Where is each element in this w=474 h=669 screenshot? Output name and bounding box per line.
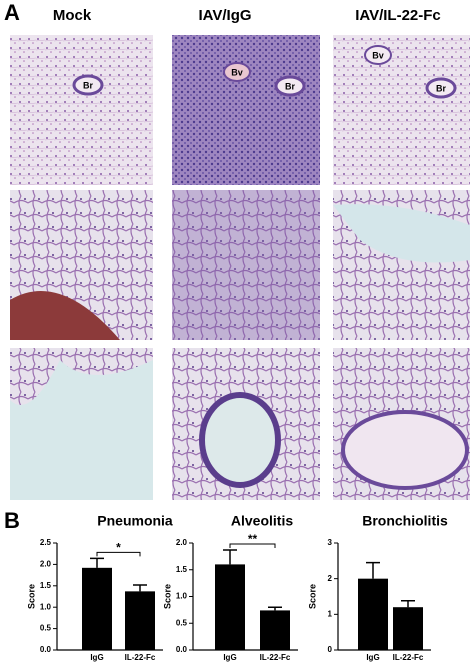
tissue: [10, 348, 153, 405]
error-bar: [223, 549, 237, 565]
panel-label: B: [4, 508, 20, 533]
chart-title: Bronchiolitis: [362, 513, 448, 529]
blood: [10, 291, 120, 340]
bar: [125, 591, 155, 650]
y-tick-label: 3: [328, 538, 333, 547]
label-marker: [364, 45, 392, 65]
y-axis-label: Score: [307, 584, 317, 609]
label-marker: [223, 62, 251, 82]
error-bar: [366, 561, 380, 579]
structure-label: Br: [285, 81, 295, 91]
label-marker: [425, 77, 457, 99]
y-tick-label: 0: [328, 645, 333, 654]
x-tick-label: IgG: [366, 653, 379, 662]
y-tick-label: 1.5: [40, 581, 52, 590]
y-tick-label: 2: [328, 574, 333, 583]
y-tick-label: 2.5: [40, 538, 52, 547]
micrograph-tint: [172, 190, 320, 340]
column-title: Mock: [53, 7, 92, 24]
significance-bracket: [229, 543, 276, 548]
chart-title: Alveolitis: [231, 513, 293, 529]
panel-label: A: [4, 0, 20, 25]
structure-label: Bv: [372, 50, 384, 60]
y-axis-label: Score: [162, 584, 172, 609]
error-bar: [268, 606, 282, 611]
y-tick-label: 1.0: [176, 592, 188, 601]
micrograph: [333, 35, 470, 185]
y-tick-label: 2.0: [40, 560, 52, 569]
bar: [393, 607, 423, 650]
micrographs: [10, 35, 470, 500]
y-tick-label: 1.0: [40, 602, 52, 611]
error-bar: [401, 600, 415, 608]
bar: [358, 578, 388, 650]
micrograph: [172, 35, 320, 185]
y-tick-label: 1: [328, 609, 333, 618]
micrograph: [10, 35, 153, 185]
vessel: [341, 410, 469, 490]
bar: [215, 564, 245, 650]
y-tick-label: 0.5: [40, 624, 52, 633]
micrograph: [172, 190, 320, 340]
bronchiole: [199, 392, 281, 488]
structure-label: Br: [436, 83, 446, 93]
x-tick-label: IL-22-Fc: [393, 653, 424, 662]
significance-bracket: [96, 551, 141, 557]
y-tick-label: 0.0: [176, 645, 188, 654]
label-marker: [274, 75, 306, 97]
y-axis-label: Score: [26, 584, 36, 609]
y-tick-label: 1.5: [176, 565, 188, 574]
y-tick-label: 0.0: [40, 645, 52, 654]
significance-label: *: [116, 541, 121, 555]
x-tick-label: IgG: [90, 653, 103, 662]
structure-label: Bv: [231, 67, 243, 77]
significance-label: **: [248, 532, 258, 546]
y-tick-label: 2.0: [176, 538, 188, 547]
structure-labels: Br Bv Br Bv Br: [72, 45, 457, 99]
x-tick-label: IL-22-Fc: [260, 653, 291, 662]
bar: [82, 567, 112, 650]
label-marker: [72, 74, 104, 96]
column-title: IAV/IL-22-Fc: [355, 7, 441, 24]
x-tick-label: IL-22-Fc: [125, 653, 156, 662]
chart-title: Pneumonia: [97, 513, 173, 529]
lumen: [333, 204, 470, 263]
column-title: IAV/IgG: [198, 7, 251, 24]
error-bar: [133, 584, 147, 592]
x-tick-label: IgG: [223, 653, 236, 662]
error-bar: [90, 557, 104, 568]
y-tick-label: 0.5: [176, 618, 188, 627]
structure-label: Br: [83, 80, 93, 90]
bar: [260, 610, 290, 650]
